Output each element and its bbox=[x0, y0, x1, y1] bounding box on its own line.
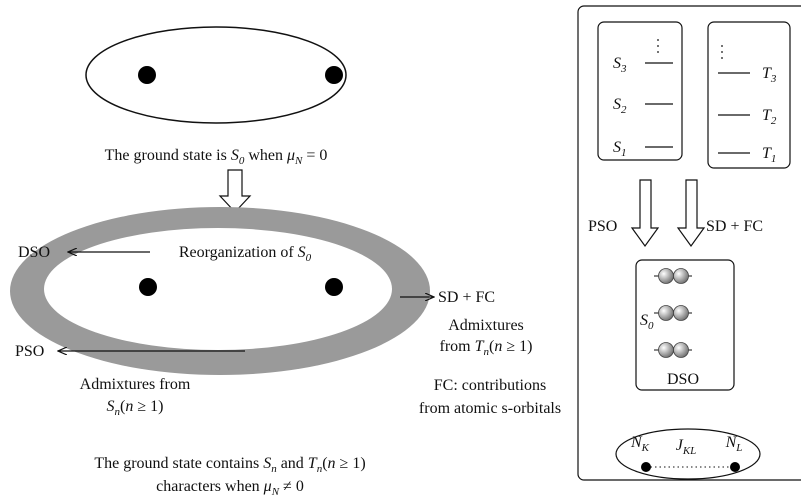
text-part: T bbox=[762, 65, 772, 82]
text-part: n bbox=[328, 455, 336, 472]
nucleus bbox=[325, 66, 343, 84]
text-part: T bbox=[762, 107, 772, 124]
dso-label: DSO bbox=[667, 371, 699, 388]
text-part: n bbox=[125, 398, 133, 415]
ground-caption: The ground state is S0 when μN = 0 bbox=[105, 147, 328, 167]
hollow-arrow bbox=[218, 169, 252, 213]
text-part: S bbox=[231, 147, 239, 164]
text-part: 0 bbox=[648, 320, 654, 332]
orbitals bbox=[654, 268, 692, 358]
dso-label: DSO bbox=[18, 244, 50, 261]
text-part: ≥ 1) bbox=[502, 338, 532, 355]
text-part: 3 bbox=[770, 73, 777, 85]
text-part: S bbox=[107, 398, 115, 415]
admixtures-s: Sn(n ≥ 1) bbox=[107, 398, 164, 418]
level-label: T2 bbox=[762, 107, 777, 127]
text-part: S bbox=[640, 312, 648, 329]
text-part: N bbox=[294, 155, 303, 167]
text-part: S bbox=[613, 55, 621, 72]
bottom-caption: characters when μN ≠ 0 bbox=[156, 478, 304, 497]
text-part: K bbox=[641, 442, 650, 454]
sd-fc-label: SD + FC bbox=[438, 289, 495, 306]
admixtures-t: from Tn(n ≥ 1) bbox=[440, 338, 533, 358]
text-part: = 0 bbox=[302, 147, 327, 164]
hollow-arrow bbox=[630, 179, 660, 248]
text-part: ≠ 0 bbox=[279, 478, 304, 495]
level-label: S1 bbox=[613, 139, 627, 159]
nucleus bbox=[325, 278, 343, 296]
nucleus bbox=[730, 462, 740, 472]
singlet-box bbox=[597, 21, 683, 161]
bottom-caption: The ground state contains Sn and Tn(n ≥ … bbox=[94, 455, 365, 475]
text-part: 2 bbox=[621, 104, 627, 116]
sd-fc-label: SD + FC bbox=[706, 218, 763, 235]
text-part: ( bbox=[322, 455, 327, 472]
text-part: N bbox=[630, 434, 643, 451]
text-part: 2 bbox=[771, 115, 777, 127]
fc-note: FC: contributions bbox=[434, 377, 546, 394]
text-part: 3 bbox=[620, 63, 627, 75]
text-part: μ bbox=[286, 147, 295, 164]
text-part: L bbox=[735, 442, 742, 454]
text-part: and bbox=[277, 455, 308, 472]
pso-label: PSO bbox=[588, 218, 617, 235]
text-part: 0 bbox=[306, 252, 312, 264]
s0-box bbox=[635, 259, 735, 391]
text-part: n bbox=[317, 463, 323, 475]
level-label: S3 bbox=[613, 55, 627, 75]
text-part: J bbox=[676, 437, 684, 454]
hollow-arrow bbox=[676, 179, 706, 248]
text-part: characters when bbox=[156, 478, 264, 495]
nucleus-label: NL bbox=[725, 434, 743, 454]
text-part: n bbox=[494, 338, 502, 355]
text-part: N bbox=[271, 486, 280, 497]
ellipsis bbox=[657, 39, 723, 59]
text-part: S bbox=[613, 139, 621, 156]
text-part: 1 bbox=[771, 153, 777, 165]
text-part: ( bbox=[120, 398, 125, 415]
level-label: T1 bbox=[762, 145, 776, 165]
admixtures-s: Admixtures from bbox=[80, 376, 191, 393]
ground-ellipse bbox=[85, 26, 347, 124]
text-part: n bbox=[271, 463, 277, 475]
text-part: S bbox=[263, 455, 271, 472]
text-part: μ bbox=[263, 478, 272, 495]
levels bbox=[645, 62, 750, 154]
text-part: ≥ 1) bbox=[336, 455, 366, 472]
nucleus-label: NK bbox=[630, 434, 650, 454]
fc-note: from atomic s-orbitals bbox=[419, 400, 561, 417]
text-part: KL bbox=[682, 445, 696, 457]
text-part: n bbox=[484, 346, 490, 358]
text-part: from bbox=[440, 338, 475, 355]
text-part: T bbox=[308, 455, 318, 472]
text-part: when bbox=[244, 147, 287, 164]
ring-inner bbox=[44, 228, 392, 350]
text-part: ≥ 1) bbox=[133, 398, 163, 415]
nucleus bbox=[138, 66, 156, 84]
admixtures-t: Admixtures bbox=[448, 317, 524, 334]
triplet-box bbox=[707, 21, 791, 169]
nucleus bbox=[641, 462, 651, 472]
text-part: N bbox=[725, 434, 738, 451]
text-part: Reorganization of bbox=[179, 244, 298, 261]
s0-label: S0 bbox=[640, 312, 654, 332]
pso-label: PSO bbox=[15, 343, 44, 360]
text-part: 1 bbox=[621, 147, 627, 159]
text-part: S bbox=[613, 96, 621, 113]
text-part: T bbox=[475, 338, 485, 355]
text-part: ( bbox=[489, 338, 494, 355]
text-part: The ground state contains bbox=[94, 455, 263, 472]
coupling-label: JKL bbox=[676, 437, 697, 457]
text-part: T bbox=[762, 145, 772, 162]
text-part: n bbox=[115, 406, 121, 418]
text-part: 0 bbox=[239, 155, 245, 167]
reorganization: Reorganization of S0 bbox=[179, 244, 312, 264]
level-label: T3 bbox=[762, 65, 777, 85]
text-part: The ground state is bbox=[105, 147, 231, 164]
level-label: S2 bbox=[613, 96, 627, 116]
text-part: S bbox=[298, 244, 306, 261]
nucleus bbox=[139, 278, 157, 296]
